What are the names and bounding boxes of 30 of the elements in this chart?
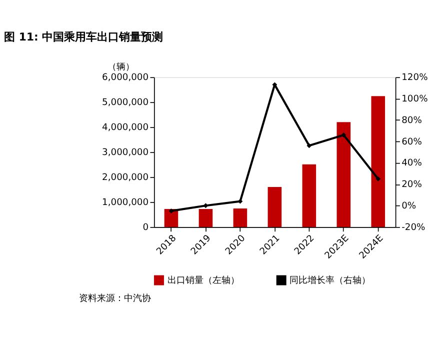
bar	[198, 209, 213, 228]
y-tick-label: 3,000,000	[102, 148, 149, 158]
y2-tick-label: 120%	[402, 73, 428, 84]
y-tick-label: 4,000,000	[102, 123, 149, 134]
y2-tick-label: 100%	[402, 94, 428, 105]
legend-label: 出口销量（左轴）	[167, 274, 240, 286]
chart-title: 图 11: 中国乘用车出口销量预测	[4, 30, 164, 44]
y2-tick-label: 20%	[402, 180, 422, 190]
y-tick-label: 2,000,000	[102, 172, 149, 183]
y-tick-label: 6,000,000	[102, 73, 149, 84]
y2-tick-label: -20%	[402, 222, 426, 233]
y-axis-title: （辆）	[108, 61, 135, 72]
point	[341, 132, 346, 138]
legend-label: 同比增长率（右轴）	[290, 274, 371, 286]
bar	[233, 208, 248, 228]
y2-tick-label: 40%	[402, 158, 422, 169]
text: 资料来源：中汽协	[79, 293, 152, 304]
y2-tick-label: 80%	[402, 116, 422, 126]
y2-tick-label: 60%	[402, 137, 422, 148]
y-tick-label: 0	[142, 222, 149, 233]
point	[376, 176, 381, 182]
bar	[268, 187, 282, 228]
y-tick-label: 5,000,000	[102, 98, 149, 108]
point	[203, 203, 208, 208]
y-tick-label: 1,000,000	[102, 198, 149, 208]
bar	[302, 164, 316, 228]
y2-tick-label: 0%	[402, 202, 416, 212]
point	[306, 143, 312, 148]
bar	[371, 96, 386, 228]
bar	[336, 122, 351, 228]
